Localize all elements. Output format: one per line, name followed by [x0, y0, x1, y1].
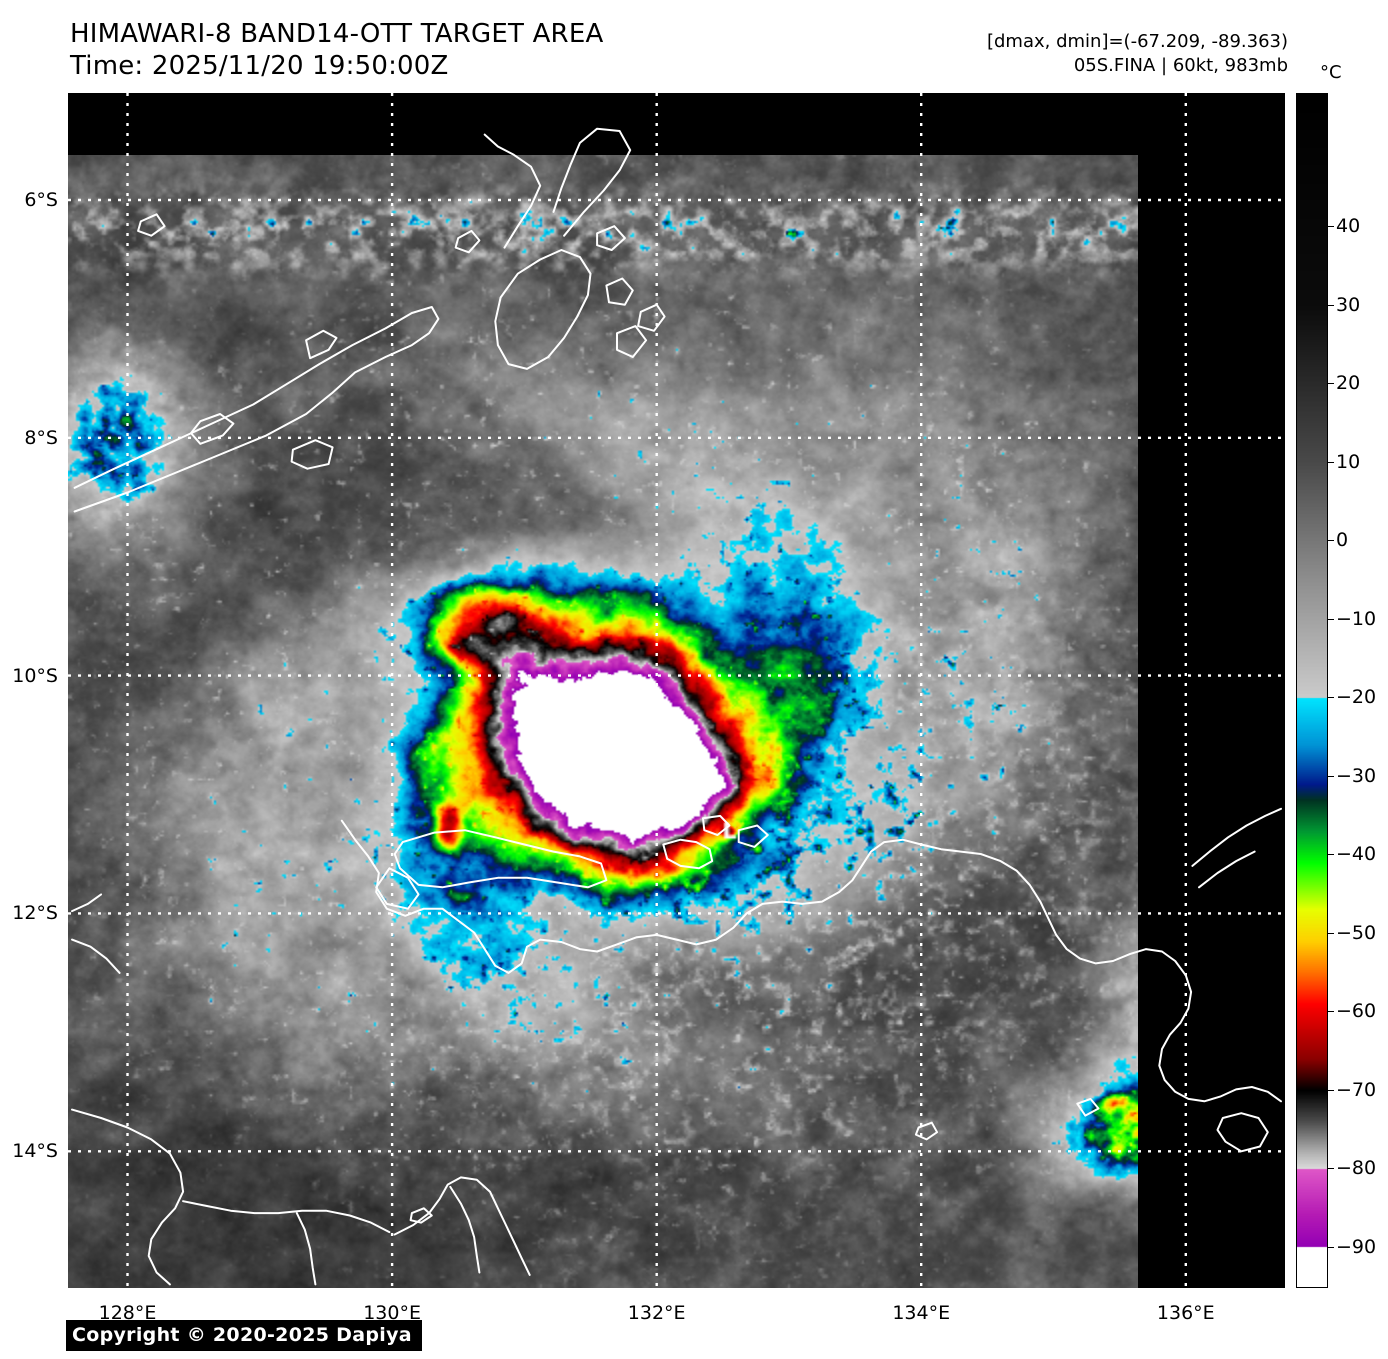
y-axis-tick-label: 10°S [12, 664, 58, 687]
colorbar-container: 40 30 20 10 0 −10 −20 −30 −40 −50 −60 −70 −80 −90 [1296, 93, 1376, 1288]
colorbar-tick-label: −80 [1336, 1157, 1377, 1180]
satellite-plot-frame [68, 93, 1285, 1288]
colorbar-tick-label: −70 [1336, 1078, 1377, 1101]
x-axis-tick-label: 134°E [892, 1302, 951, 1324]
metadata-block: [dmax, dmin]=(-67.209, -89.363) 05S.FINA… [987, 30, 1288, 78]
storm-info-label: 05S.FINA | 60kt, 983mb [1073, 55, 1288, 76]
y-axis-tick-label: 8°S [24, 426, 58, 449]
x-axis-tick-label: 132°E [627, 1302, 686, 1324]
colorbar-tick-label: −60 [1336, 1000, 1377, 1023]
colorbar-canvas [1297, 94, 1327, 1287]
timestamp-label: Time: 2025/11/20 19:50:00Z [70, 51, 449, 81]
colorbar-tick-label: 20 [1336, 372, 1361, 395]
colorbar-tick-mark [1328, 775, 1334, 777]
colorbar-tick-label: −10 [1336, 607, 1377, 630]
colorbar-tick-mark [1328, 1011, 1334, 1013]
colorbar-tick-label: −20 [1336, 686, 1377, 709]
colorbar-tick-mark [1328, 461, 1334, 463]
header-title-block: HIMAWARI-8 BAND14-OTT TARGET AREA Time: … [70, 18, 603, 82]
x-axis-tick-label: 128°E [98, 1302, 157, 1324]
coastline-path [1191, 807, 1282, 867]
colorbar-tick-mark [1328, 383, 1334, 385]
y-axis-tick-label: 6°S [24, 189, 58, 211]
colorbar-tick-mark [1328, 1246, 1334, 1248]
ir-brightness-temperature-canvas [68, 155, 1138, 1288]
colorbar-gradient [1296, 93, 1328, 1288]
colorbar-tick-label: −90 [1336, 1235, 1377, 1258]
colorbar-tick-label: 30 [1336, 293, 1361, 316]
colorbar-tick-mark [1328, 1089, 1334, 1091]
colorbar-tick-mark [1328, 618, 1334, 620]
colorbar-tick-label: 0 [1336, 529, 1349, 552]
satellite-imagery-swath [68, 155, 1138, 1288]
colorbar-tick-mark [1328, 540, 1334, 542]
page-title: HIMAWARI-8 BAND14-OTT TARGET AREA [70, 19, 604, 49]
plot-inner [68, 93, 1285, 1288]
dmax-dmin-label: [dmax, dmin]=(-67.209, -89.363) [986, 31, 1288, 52]
x-axis-tick-label: 130°E [363, 1302, 421, 1324]
colorbar-tick-mark [1328, 226, 1334, 228]
colorbar-tick-mark [1328, 697, 1334, 699]
colorbar-tick-label: −30 [1336, 764, 1377, 787]
colorbar-unit-label: °C [1320, 62, 1342, 83]
colorbar-tick-label: −40 [1336, 843, 1377, 866]
y-axis-tick-label: 14°S [12, 1140, 58, 1163]
colorbar-tick-label: 10 [1336, 450, 1361, 473]
colorbar-tick-mark [1328, 932, 1334, 934]
colorbar-tick-label: 40 [1336, 215, 1361, 238]
coastline-path [1198, 850, 1256, 889]
coastline-path [1216, 1112, 1269, 1153]
colorbar-tick-mark [1328, 1168, 1334, 1170]
copyright-watermark: Copyright © 2020-2025 Dapiya [66, 1320, 422, 1351]
y-axis-tick-label: 12°S [12, 902, 58, 925]
colorbar-tick-mark [1328, 854, 1334, 856]
colorbar-tick-label: −50 [1336, 921, 1377, 944]
x-axis-tick-label: 136°E [1156, 1302, 1215, 1324]
colorbar-tick-mark [1328, 304, 1334, 306]
